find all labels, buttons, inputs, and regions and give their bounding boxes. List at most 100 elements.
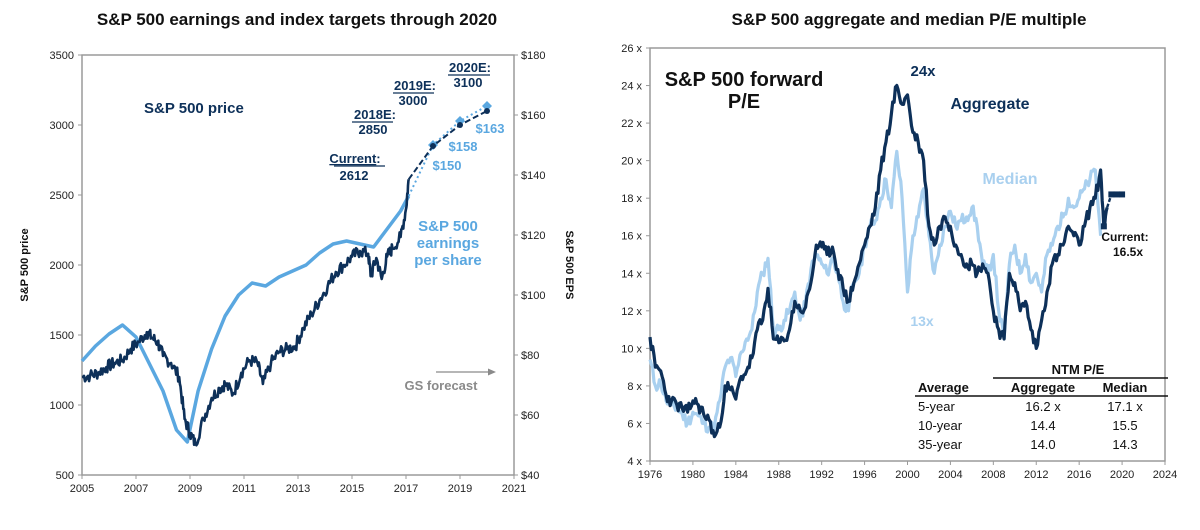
current-label: Current bbox=[329, 151, 377, 166]
aggregate-series-label: Aggregate bbox=[950, 96, 1029, 113]
target-2018-annotation: 2018E: 2850 bbox=[352, 107, 396, 137]
median-line bbox=[648, 149, 1103, 435]
y2-tick-label: $100 bbox=[521, 290, 545, 302]
y2-tick-label: $120 bbox=[521, 230, 545, 242]
table-header-median: Median bbox=[1103, 380, 1148, 395]
price-target-line bbox=[407, 110, 488, 180]
x-tick-label: 1988 bbox=[767, 469, 791, 481]
price-line bbox=[81, 179, 410, 447]
x-tick-label: 1980 bbox=[681, 469, 705, 481]
target-2019-annotation: 2019E: 3000 bbox=[393, 78, 436, 108]
eps-line bbox=[80, 195, 411, 444]
current-pe-marker bbox=[1100, 223, 1107, 230]
eps-label-line-2: earnings bbox=[417, 235, 480, 252]
y-tick-label: 3500 bbox=[50, 50, 74, 62]
current-value: 2612 bbox=[340, 168, 369, 183]
y-tick-label: 16 x bbox=[621, 231, 642, 243]
left-y2-axis-label: S&P 500 EPS bbox=[563, 231, 575, 300]
right-x-axis: 1976 1980 1984 1988 1992 1996 2000 2004 2008 2012… bbox=[638, 461, 1177, 481]
left-series-group bbox=[80, 101, 492, 447]
table-cell: 14.0 bbox=[1030, 437, 1055, 452]
y2-tick-label: $40 bbox=[521, 470, 539, 482]
table-cell: 17.1 x bbox=[1107, 399, 1143, 414]
eps-label-line-3: per share bbox=[414, 252, 482, 269]
aggregate-forecast-marker bbox=[1113, 191, 1120, 198]
right-y-axis: 4 x 6 x 8 x 10 x 12 x 14 x 16 x 18 x 20 x 22 x 24 … bbox=[621, 43, 650, 468]
table-cell: 16.2 x bbox=[1025, 399, 1061, 414]
x-tick-label: 2017 bbox=[394, 483, 418, 495]
forecast-annotation: GS forecast bbox=[405, 368, 496, 393]
median-series-label: Median bbox=[982, 171, 1037, 188]
y-tick-label: 20 x bbox=[621, 156, 642, 168]
x-tick-label: 2013 bbox=[286, 483, 310, 495]
x-tick-label: 2008 bbox=[981, 469, 1005, 481]
x-tick-label: 1992 bbox=[809, 469, 833, 481]
x-tick-label: 2000 bbox=[895, 469, 919, 481]
table-row: 10-year 14.4 15.5 bbox=[918, 418, 1138, 433]
forecast-arrow-icon bbox=[488, 368, 496, 376]
x-tick-label: 1976 bbox=[638, 469, 662, 481]
x-tick-label: 1984 bbox=[724, 469, 748, 481]
y-tick-label: 2000 bbox=[50, 260, 74, 272]
aggregate-forecast-marker bbox=[1108, 191, 1115, 198]
y-tick-label: 8 x bbox=[627, 381, 642, 393]
svg-text:2019E:: 2019E: bbox=[394, 78, 436, 93]
price-target-marker bbox=[484, 108, 490, 114]
left-chart: S&P 500 earnings and index targets throu… bbox=[19, 10, 575, 495]
x-tick-label: 2024 bbox=[1153, 469, 1177, 481]
aggregate-line bbox=[648, 83, 1109, 439]
x-tick-label: 2007 bbox=[124, 483, 148, 495]
forecast-label: GS forecast bbox=[405, 378, 479, 393]
table-cell: 35-year bbox=[918, 437, 963, 452]
x-tick-label: 2004 bbox=[938, 469, 962, 481]
table-row: 35-year 14.0 14.3 bbox=[918, 437, 1138, 452]
x-tick-label: 2019 bbox=[448, 483, 472, 495]
y-tick-label: 22 x bbox=[621, 118, 642, 130]
y-tick-label: 12 x bbox=[621, 306, 642, 318]
table-cell: 10-year bbox=[918, 418, 963, 433]
eps-label-line-1: S&P 500 bbox=[418, 218, 478, 235]
x-tick-label: 2012 bbox=[1024, 469, 1048, 481]
right-chart-title: S&P 500 aggregate and median P/E multipl… bbox=[732, 10, 1087, 29]
y-tick-label: 10 x bbox=[621, 343, 642, 355]
target-2019-value: 3000 bbox=[399, 93, 428, 108]
target-2018-value: 2850 bbox=[359, 122, 388, 137]
current-pe-label: Current: bbox=[1101, 230, 1148, 244]
y-tick-label: 6 x bbox=[627, 418, 642, 430]
y-tick-label: 1000 bbox=[50, 400, 74, 412]
y-tick-label: 1500 bbox=[50, 330, 74, 342]
right-subtitle-line-1: S&P 500 forward bbox=[665, 69, 824, 91]
y-tick-label: 4 x bbox=[627, 456, 642, 468]
price-target-marker bbox=[457, 122, 463, 128]
svg-text:Current:: Current: bbox=[329, 151, 380, 166]
x-tick-label: 2015 bbox=[340, 483, 364, 495]
y2-tick-label: $180 bbox=[521, 50, 545, 62]
peak-label: 24x bbox=[910, 63, 936, 80]
y-tick-label: 14 x bbox=[621, 268, 642, 280]
svg-text:2020E:: 2020E: bbox=[449, 60, 491, 75]
table-cell: 5-year bbox=[918, 399, 956, 414]
table-row: 5-year 16.2 x 17.1 x bbox=[918, 399, 1143, 414]
y2-tick-label: $160 bbox=[521, 110, 545, 122]
table-header-aggregate: Aggregate bbox=[1011, 380, 1075, 395]
eps-2020-label: $163 bbox=[476, 121, 505, 136]
price-target-marker bbox=[430, 143, 436, 149]
y-tick-label: 2500 bbox=[50, 190, 74, 202]
right-series-group bbox=[648, 83, 1126, 439]
aggregate-forecast-marker bbox=[1119, 191, 1126, 198]
y-tick-label: 24 x bbox=[621, 81, 642, 93]
left-x-axis: 2005 2007 2009 2011 2013 2015 2017 2019 2021 bbox=[70, 475, 526, 495]
x-tick-label: 2016 bbox=[1067, 469, 1091, 481]
table-group-header: NTM P/E bbox=[1052, 362, 1105, 377]
target-2020-label: 2020E bbox=[449, 60, 487, 75]
x-tick-label: 2005 bbox=[70, 483, 94, 495]
table-cell: 14.3 bbox=[1112, 437, 1137, 452]
eps-2018-label: $150 bbox=[433, 158, 462, 173]
y-tick-label: 18 x bbox=[621, 193, 642, 205]
right-subtitle-line-2: P/E bbox=[728, 91, 760, 113]
left-y2-axis: $40 $60 $80 $100 $120 $140 $160 $180 bbox=[514, 50, 545, 482]
y-tick-label: 3000 bbox=[50, 120, 74, 132]
y2-tick-label: $80 bbox=[521, 350, 539, 362]
x-tick-label: 2011 bbox=[232, 483, 256, 495]
